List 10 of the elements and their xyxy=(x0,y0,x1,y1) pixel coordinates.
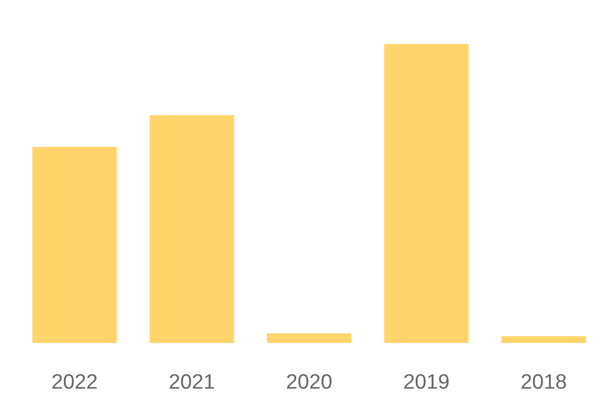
bar xyxy=(32,146,117,343)
x-tick-label: 2020 xyxy=(287,374,332,389)
bar xyxy=(150,115,234,343)
bar xyxy=(266,333,352,343)
bar xyxy=(501,336,586,343)
bar xyxy=(384,44,469,343)
x-tick-label: 2018 xyxy=(522,374,566,389)
x-tick-label: 2022 xyxy=(52,374,97,389)
x-tick-label: 2021 xyxy=(170,374,214,389)
x-tick-label: 2019 xyxy=(404,374,449,389)
